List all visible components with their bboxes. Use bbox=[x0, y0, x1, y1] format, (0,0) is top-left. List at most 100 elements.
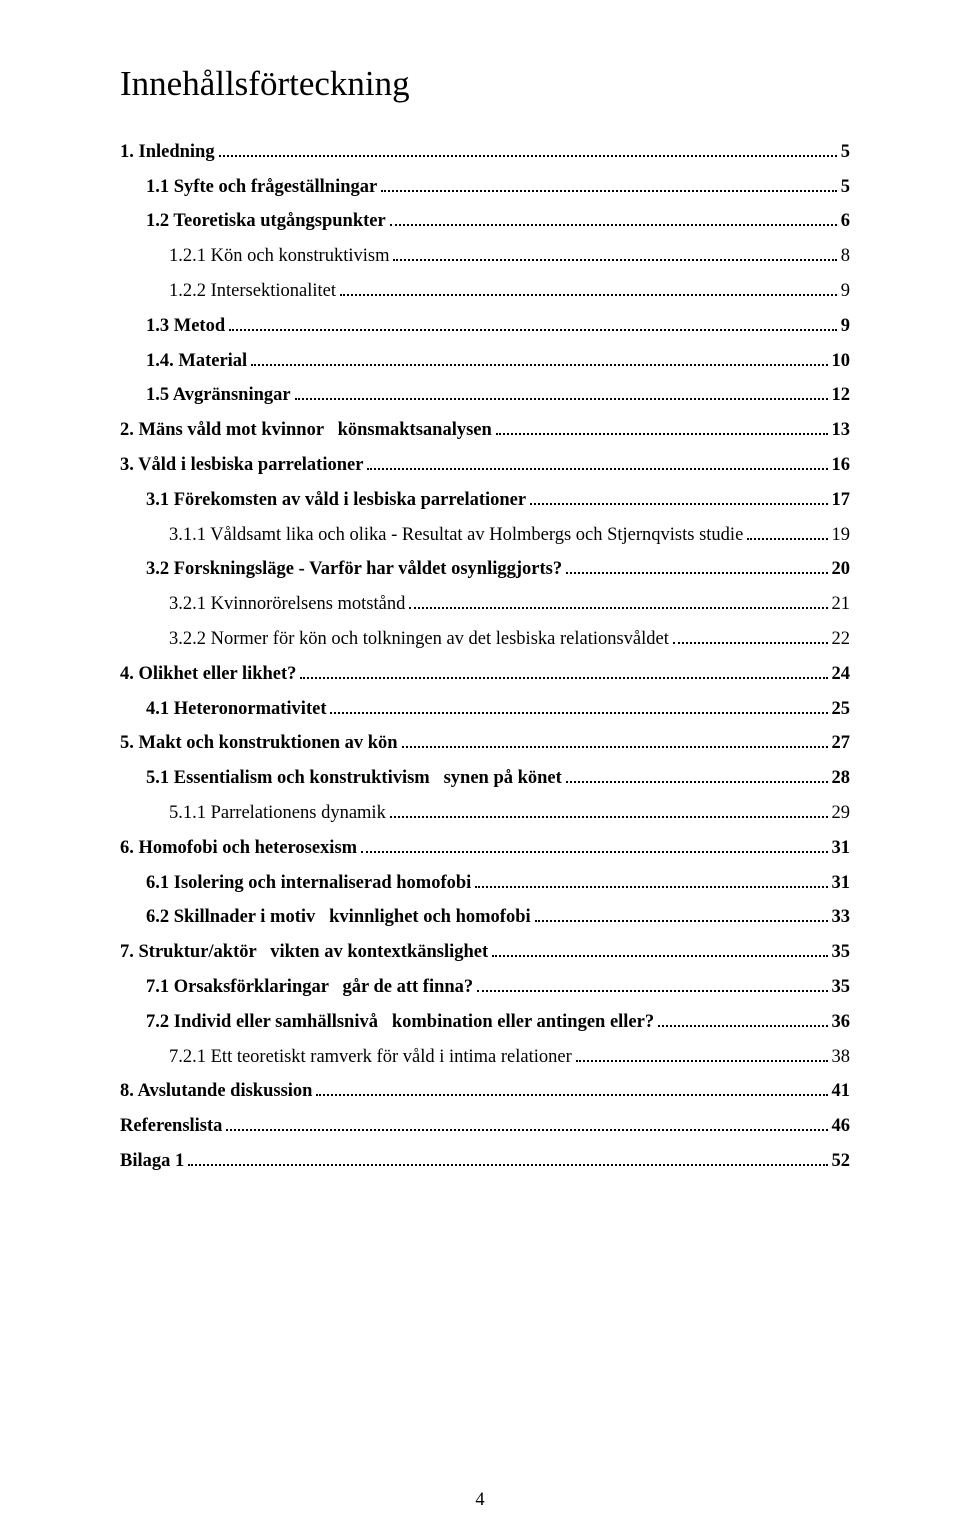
toc-leader-dots bbox=[393, 244, 836, 261]
toc-leader-dots bbox=[747, 523, 827, 540]
toc-entry: 7.2 Individ eller samhällsnivå kombinati… bbox=[120, 1010, 850, 1033]
toc-entry-label: 1.2.2 Intersektionalitet bbox=[169, 281, 336, 302]
toc-leader-dots bbox=[492, 940, 827, 957]
toc-entry-label: 4.1 Heteronormativitet bbox=[146, 699, 326, 720]
page-number: 4 bbox=[0, 1490, 960, 1511]
toc-entry-page: 9 bbox=[841, 316, 850, 337]
toc-entry-label: 3.2.1 Kvinnorörelsens motstånd bbox=[169, 594, 405, 615]
toc-entry-label: 3. Våld i lesbiska parrelationer bbox=[120, 455, 363, 476]
toc-entry-label: 5.1.1 Parrelationens dynamik bbox=[169, 803, 386, 824]
toc-leader-dots bbox=[361, 836, 827, 853]
toc-entry-label: 1.2.1 Kön och konstruktivism bbox=[169, 246, 389, 267]
toc-leader-dots bbox=[390, 210, 837, 227]
toc-entry: 5.1 Essentialism och konstruktivism syne… bbox=[120, 766, 850, 789]
toc-entry: 2. Mäns våld mot kvinnor könsmaktsanalys… bbox=[120, 418, 850, 441]
toc-leader-dots bbox=[566, 766, 828, 783]
toc-entry-label: 1.3 Metod bbox=[146, 316, 225, 337]
toc-entry-page: 5 bbox=[841, 177, 850, 198]
toc-entry-page: 10 bbox=[832, 351, 851, 372]
toc-entry-page: 22 bbox=[832, 629, 851, 650]
toc-entry: 1.1 Syfte och frågeställningar 5 bbox=[120, 175, 850, 198]
toc-entry-page: 17 bbox=[832, 490, 851, 511]
toc-leader-dots bbox=[330, 697, 827, 714]
toc-entry-page: 13 bbox=[832, 420, 851, 441]
document-page: Innehållsförteckning 1. Inledning51.1 Sy… bbox=[0, 0, 960, 1539]
toc-entry-page: 25 bbox=[832, 699, 851, 720]
toc-leader-dots bbox=[219, 140, 837, 157]
toc-leader-dots bbox=[381, 175, 837, 192]
toc-leader-dots bbox=[477, 975, 827, 992]
toc-entry-label: 7.2.1 Ett teoretiskt ramverk för våld i … bbox=[169, 1047, 572, 1068]
toc-entry: 1.3 Metod 9 bbox=[120, 314, 850, 337]
toc-entry: 3.1 Förekomsten av våld i lesbiska parre… bbox=[120, 488, 850, 511]
toc-entry-page: 31 bbox=[832, 873, 851, 894]
toc-entry-page: 36 bbox=[832, 1012, 851, 1033]
toc-entry-label: Referenslista bbox=[120, 1116, 222, 1137]
toc-entry-label: Bilaga 1 bbox=[120, 1151, 184, 1172]
toc-entry: 1.2.1 Kön och konstruktivism 8 bbox=[120, 244, 850, 267]
toc-leader-dots bbox=[530, 488, 827, 505]
toc-leader-dots bbox=[566, 558, 827, 575]
toc-leader-dots bbox=[316, 1080, 827, 1097]
toc-leader-dots bbox=[673, 627, 828, 644]
toc-entry: 8. Avslutande diskussion41 bbox=[120, 1080, 850, 1103]
toc-entry-label: 5. Makt och konstruktionen av kön bbox=[120, 733, 398, 754]
toc-entry: Referenslista 46 bbox=[120, 1114, 850, 1137]
toc-entry-label: 1.1 Syfte och frågeställningar bbox=[146, 177, 377, 198]
toc-entry: 3.2.2 Normer för kön och tolkningen av d… bbox=[120, 627, 850, 650]
toc-entry-page: 29 bbox=[832, 803, 851, 824]
toc-leader-dots bbox=[402, 732, 828, 749]
toc-entry: 1.5 Avgränsningar12 bbox=[120, 384, 850, 407]
toc-entry-page: 41 bbox=[832, 1081, 851, 1102]
toc-entry: 6. Homofobi och heterosexism 31 bbox=[120, 836, 850, 859]
toc-entry: 1.2 Teoretiska utgångspunkter6 bbox=[120, 210, 850, 233]
toc-leader-dots bbox=[409, 592, 827, 609]
toc-entry-page: 20 bbox=[832, 559, 851, 580]
toc-leader-dots bbox=[251, 349, 827, 366]
toc-leader-dots bbox=[496, 418, 828, 435]
toc-leader-dots bbox=[475, 871, 827, 888]
toc-entry: Bilaga 152 bbox=[120, 1149, 850, 1172]
toc-leader-dots bbox=[226, 1114, 827, 1131]
toc-entry-label: 3.1.1 Våldsamt lika och olika - Resultat… bbox=[169, 525, 743, 546]
toc-entry-page: 9 bbox=[841, 281, 850, 302]
toc-entry: 5. Makt och konstruktionen av kön 27 bbox=[120, 732, 850, 755]
toc-leader-dots bbox=[658, 1010, 827, 1027]
toc-entry-label: 1.5 Avgränsningar bbox=[146, 385, 291, 406]
toc-leader-dots bbox=[295, 384, 828, 401]
toc-entry: 7. Struktur/aktör vikten av kontextkänsl… bbox=[120, 940, 850, 963]
table-of-contents: 1. Inledning51.1 Syfte och frågeställnin… bbox=[120, 140, 850, 1172]
toc-entry: 4.1 Heteronormativitet 25 bbox=[120, 697, 850, 720]
toc-entry-page: 24 bbox=[832, 664, 851, 685]
toc-entry-page: 21 bbox=[832, 594, 851, 615]
toc-leader-dots bbox=[367, 453, 827, 470]
toc-entry: 1. Inledning 5 bbox=[120, 140, 850, 163]
toc-entry: 4. Olikhet eller likhet? 24 bbox=[120, 662, 850, 685]
toc-title: Innehållsförteckning bbox=[120, 64, 850, 104]
toc-entry-label: 2. Mäns våld mot kvinnor könsmaktsanalys… bbox=[120, 420, 492, 441]
toc-entry-page: 27 bbox=[832, 733, 851, 754]
toc-entry-label: 7.1 Orsaksförklaringar går de att finna? bbox=[146, 977, 473, 998]
toc-entry-label: 6. Homofobi och heterosexism bbox=[120, 838, 357, 859]
toc-entry-label: 1. Inledning bbox=[120, 142, 215, 163]
toc-entry-label: 1.2 Teoretiska utgångspunkter bbox=[146, 211, 386, 232]
toc-entry: 6.2 Skillnader i motiv kvinnlighet och h… bbox=[120, 906, 850, 929]
toc-entry-page: 28 bbox=[832, 768, 851, 789]
toc-entry-label: 3.2 Forskningsläge - Varför har våldet o… bbox=[146, 559, 562, 580]
toc-entry: 5.1.1 Parrelationens dynamik 29 bbox=[120, 801, 850, 824]
toc-entry-label: 7. Struktur/aktör vikten av kontextkänsl… bbox=[120, 942, 488, 963]
toc-entry: 7.1 Orsaksförklaringar går de att finna?… bbox=[120, 975, 850, 998]
toc-entry: 1.2.2 Intersektionalitet 9 bbox=[120, 279, 850, 302]
toc-leader-dots bbox=[229, 314, 837, 331]
toc-entry-page: 46 bbox=[832, 1116, 851, 1137]
toc-entry-page: 31 bbox=[832, 838, 851, 859]
toc-entry: 6.1 Isolering och internaliserad homofob… bbox=[120, 871, 850, 894]
toc-entry-label: 3.1 Förekomsten av våld i lesbiska parre… bbox=[146, 490, 526, 511]
toc-leader-dots bbox=[535, 906, 828, 923]
toc-entry-page: 8 bbox=[841, 246, 850, 267]
toc-entry-page: 5 bbox=[841, 142, 850, 163]
toc-leader-dots bbox=[340, 279, 837, 296]
toc-entry-page: 38 bbox=[832, 1047, 851, 1068]
toc-entry-label: 4. Olikhet eller likhet? bbox=[120, 664, 296, 685]
toc-entry-label: 6.2 Skillnader i motiv kvinnlighet och h… bbox=[146, 907, 531, 928]
